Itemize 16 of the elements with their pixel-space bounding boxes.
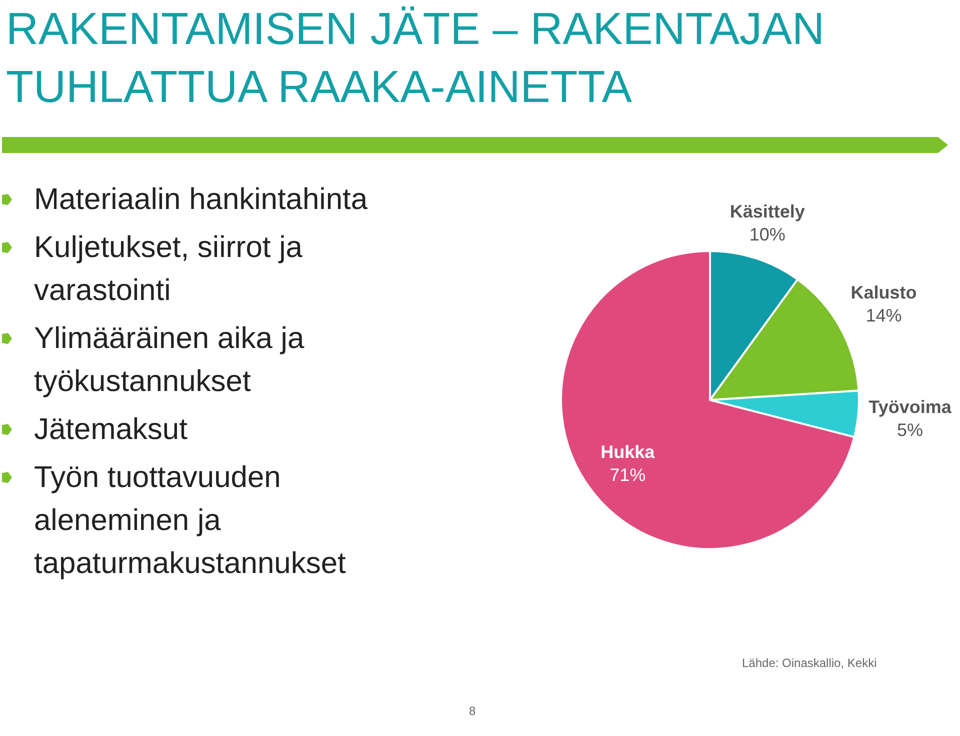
- text: Materiaalin hankintahinta: [34, 183, 368, 216]
- data-label: 71%: [610, 464, 646, 485]
- text: Ylimääräinen aika ja työkustannukset: [34, 322, 304, 398]
- data-label: 5%: [897, 420, 924, 440]
- slice-label: Hukka: [600, 442, 656, 462]
- data-label: 10%: [749, 224, 786, 244]
- text: Jätemaksut: [34, 413, 188, 446]
- text: Lähde: Oinaskallio, Kekki: [742, 656, 877, 670]
- chart-title: RAKENTAMISEN JÄTE – RAKENTAJAN TUHLATTUA RAAKA-AINETTA: [6, 2, 826, 114]
- text: 8: [469, 704, 476, 718]
- text: Kuljetukset, siirrot ja varastointi: [34, 231, 302, 307]
- text: Työn tuottavuuden aleneminen ja tapaturmakustannukset: [34, 461, 346, 580]
- slice-label: Työvoima: [868, 396, 952, 417]
- data-label: 14%: [866, 305, 902, 326]
- slice-label: Kalusto: [850, 282, 917, 302]
- slice-label: Käsittely: [730, 201, 805, 222]
